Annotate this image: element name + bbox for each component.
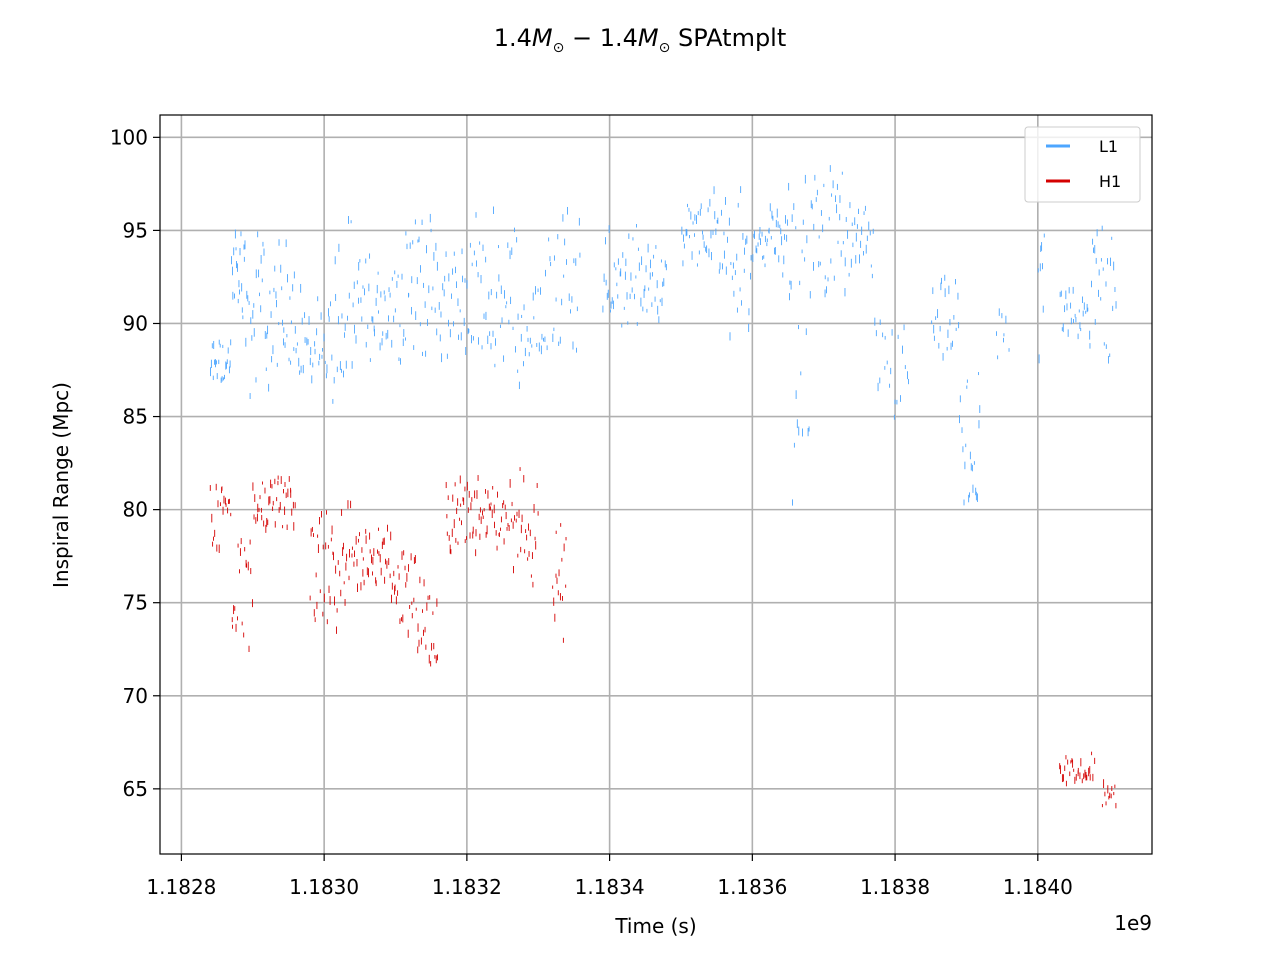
x-axis-label: Time (s) bbox=[614, 914, 696, 938]
title-suffix: SPAtmplt bbox=[678, 24, 786, 52]
title-mass-2: 1.4 bbox=[600, 24, 638, 52]
legend-label-l1: L1 bbox=[1099, 137, 1118, 156]
x-tick-label: 1.1830 bbox=[289, 875, 359, 899]
grid-lines bbox=[160, 115, 1152, 854]
y-tick-label: 80 bbox=[123, 498, 148, 522]
axis-ticks: 1.1828 1.1830 1.1832 1.1834 1.1836 1.1838 1.18… bbox=[110, 125, 1073, 899]
y-tick-label: 85 bbox=[123, 405, 148, 429]
y-tick-label: 95 bbox=[123, 218, 148, 242]
x-tick-label: 1.1838 bbox=[860, 875, 930, 899]
legend-box bbox=[1024, 126, 1141, 203]
x-tick-label: 1.1840 bbox=[1003, 875, 1073, 899]
plot-frame bbox=[159, 114, 1153, 855]
x-tick-label: 1.1828 bbox=[146, 875, 216, 899]
chart-title: 1.4M⊙ − 1.4M⊙ SPAtmplt bbox=[494, 24, 787, 56]
data-markers bbox=[209, 165, 1117, 809]
y-axis-label: Inspiral Range (Mpc) bbox=[49, 382, 73, 588]
y-tick-label: 70 bbox=[123, 684, 148, 708]
y-tick-label: 75 bbox=[123, 591, 148, 615]
x-tick-label: 1.1836 bbox=[717, 875, 787, 899]
x-offset-label: 1e9 bbox=[1114, 911, 1152, 935]
y-tick-label: 65 bbox=[123, 777, 148, 801]
series-l1 bbox=[210, 165, 1117, 506]
series-h1 bbox=[209, 467, 1117, 809]
legend: L1 H1 bbox=[1024, 126, 1141, 203]
y-tick-label: 90 bbox=[123, 311, 148, 335]
y-tick-label: 100 bbox=[110, 125, 148, 149]
x-tick-label: 1.1832 bbox=[432, 875, 502, 899]
x-tick-label: 1.1834 bbox=[575, 875, 645, 899]
title-mass-1: 1.4 bbox=[494, 24, 532, 52]
legend-label-h1: H1 bbox=[1099, 172, 1121, 191]
